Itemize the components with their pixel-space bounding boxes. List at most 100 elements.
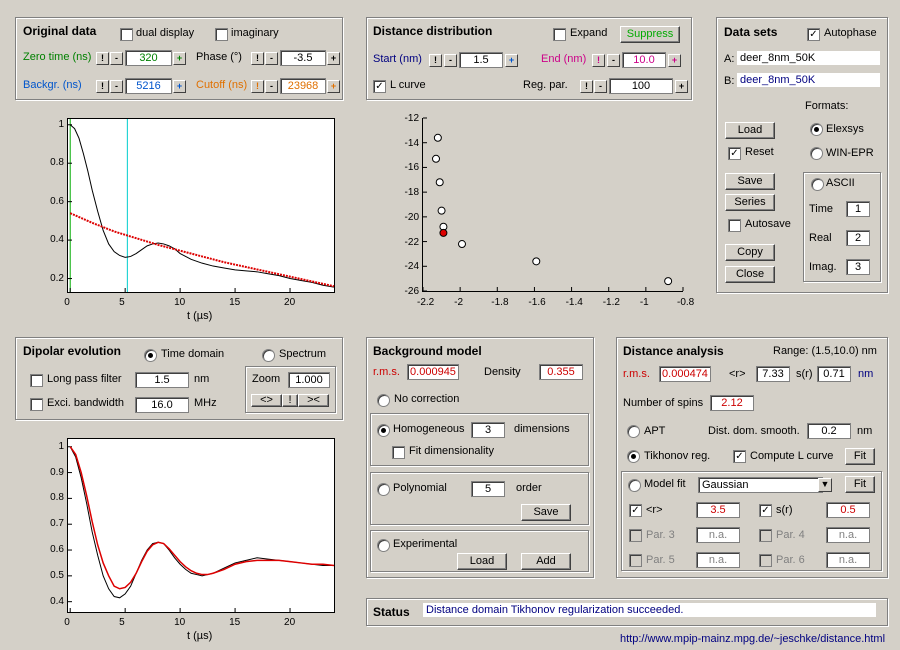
lcurve-point [532,257,541,266]
phase-reset-button[interactable]: ! [251,52,264,65]
p2-field[interactable]: 0.5 [826,502,870,518]
original-data-plot[interactable] [67,118,335,293]
original-data-xlabel: t (µs) [187,310,213,322]
exci-bandwidth-checkbox[interactable] [30,398,43,411]
series-button[interactable]: Series [725,194,775,211]
polynomial-order-field[interactable]: 5 [471,481,505,497]
dataset-b-field[interactable]: deer_8nm_50K [737,73,880,87]
lcurve-checkbox[interactable]: ✓ [373,80,386,93]
end-reset-button[interactable]: ! [592,54,605,67]
cutoff-reset-button[interactable]: ! [251,80,264,93]
reset-checkbox[interactable]: ✓ [728,147,741,160]
x-tick-label: -1.8 [491,297,509,308]
load-button[interactable]: Load [725,122,775,139]
density-label: Density [484,366,521,378]
p1-checkbox[interactable]: ✓ [629,504,642,517]
backgr-field[interactable]: 5216 [125,78,172,94]
time-domain-radio[interactable] [144,349,157,362]
elexsys-radio[interactable] [810,123,823,136]
exci-bandwidth-field[interactable]: 16.0 [135,397,189,413]
polynomial-radio[interactable] [377,483,390,496]
longpass-field[interactable]: 1.5 [135,372,189,388]
experimental-add-button[interactable]: Add [521,553,571,570]
smooth-field[interactable]: 0.2 [807,423,851,439]
zero-time-reset-button[interactable]: ! [96,52,109,65]
imag-column-field[interactable]: 3 [846,259,870,275]
time-column-field[interactable]: 1 [846,201,870,217]
close-button[interactable]: Close [725,266,775,283]
autophase-checkbox[interactable]: ✓ [807,28,820,41]
suppress-button[interactable]: Suppress [620,26,680,43]
exci-bandwidth-label: Exci. bandwidth [47,397,125,409]
lcurve-plot[interactable] [422,117,684,292]
model-fit-button[interactable]: Fit [845,476,875,493]
background-rms-field: 0.000945 [407,364,459,380]
y-tick-label: 0.8 [50,157,64,169]
winepr-radio[interactable] [810,147,823,160]
y-tick-label: -26 [404,286,419,297]
expand-checkbox[interactable] [553,28,566,41]
tikhonov-fit-button[interactable]: Fit [845,448,875,465]
zero-time-field[interactable]: 320 [125,50,172,66]
p1-field[interactable]: 3.5 [696,502,740,518]
backgr-reset-button[interactable]: ! [96,80,109,93]
start-minus-button[interactable]: - [444,54,457,67]
homepage-link[interactable]: http://www.mpip-mainz.mpg.de/~jeschke/di… [620,633,886,645]
compute-lcurve-checkbox[interactable]: ✓ [733,450,746,463]
start-field[interactable]: 1.5 [459,52,503,68]
tikhonov-radio[interactable] [627,450,640,463]
cutoff-plus-button[interactable]: + [327,80,340,93]
ascii-radio[interactable] [811,178,824,191]
phase-field[interactable]: -3.5 [280,50,326,66]
phase-minus-button[interactable]: - [265,52,278,65]
zoom-reset-button[interactable]: ! [282,394,298,407]
dual-display-checkbox[interactable] [120,28,133,41]
spectrum-radio[interactable] [262,349,275,362]
x-tick-label: 5 [119,617,125,628]
backgr-minus-button[interactable]: - [110,80,123,93]
lcurve-point [458,240,466,249]
regpar-reset-button[interactable]: ! [580,80,593,93]
apt-radio[interactable] [627,425,640,438]
p2-checkbox[interactable]: ✓ [759,504,772,517]
regpar-label: Reg. par. [523,79,568,91]
start-plus-button[interactable]: + [505,54,518,67]
copy-button[interactable]: Copy [725,244,775,261]
homogeneous-radio[interactable] [377,424,390,437]
model-select[interactable]: Gaussian [698,477,823,493]
fit-dimensionality-checkbox[interactable] [392,446,405,459]
model-fit-radio[interactable] [628,479,641,492]
homogeneous-dimension-field[interactable]: 3 [471,422,505,438]
p4-checkbox [759,529,772,542]
end-minus-button[interactable]: - [607,54,620,67]
zoom-field[interactable]: 1.000 [288,372,330,388]
polynomial-save-button[interactable]: Save [521,504,571,521]
backgr-plus-button[interactable]: + [173,80,186,93]
range-label: Range: (1.5,10.0) nm [773,345,877,357]
zoom-shrink-button[interactable]: >< [298,394,329,407]
dipolar-evolution-plot[interactable] [67,438,335,613]
regpar-plus-button[interactable]: + [675,80,688,93]
end-plus-button[interactable]: + [668,54,681,67]
chevron-down-icon[interactable]: ▼ [818,478,832,492]
experimental-load-button[interactable]: Load [457,553,507,570]
phase-plus-button[interactable]: + [327,52,340,65]
zero-time-minus-button[interactable]: - [110,52,123,65]
regpar-minus-button[interactable]: - [594,80,607,93]
longpass-checkbox[interactable] [30,374,43,387]
save-button[interactable]: Save [725,173,775,190]
dataset-a-field[interactable]: deer_8nm_50K [737,51,880,65]
cutoff-minus-button[interactable]: - [265,80,278,93]
zoom-expand-button[interactable]: <> [251,394,282,407]
regpar-field[interactable]: 100 [609,78,673,94]
cutoff-field[interactable]: 23968 [280,78,326,94]
zero-time-plus-button[interactable]: + [173,52,186,65]
experimental-radio[interactable] [377,539,390,552]
imaginary-checkbox[interactable] [215,28,228,41]
autosave-checkbox[interactable] [728,219,741,232]
no-correction-radio[interactable] [377,394,390,407]
end-field[interactable]: 10.0 [622,52,666,68]
start-reset-button[interactable]: ! [429,54,442,67]
real-column-field[interactable]: 2 [846,230,870,246]
p5-label: Par. 5 [646,554,675,566]
